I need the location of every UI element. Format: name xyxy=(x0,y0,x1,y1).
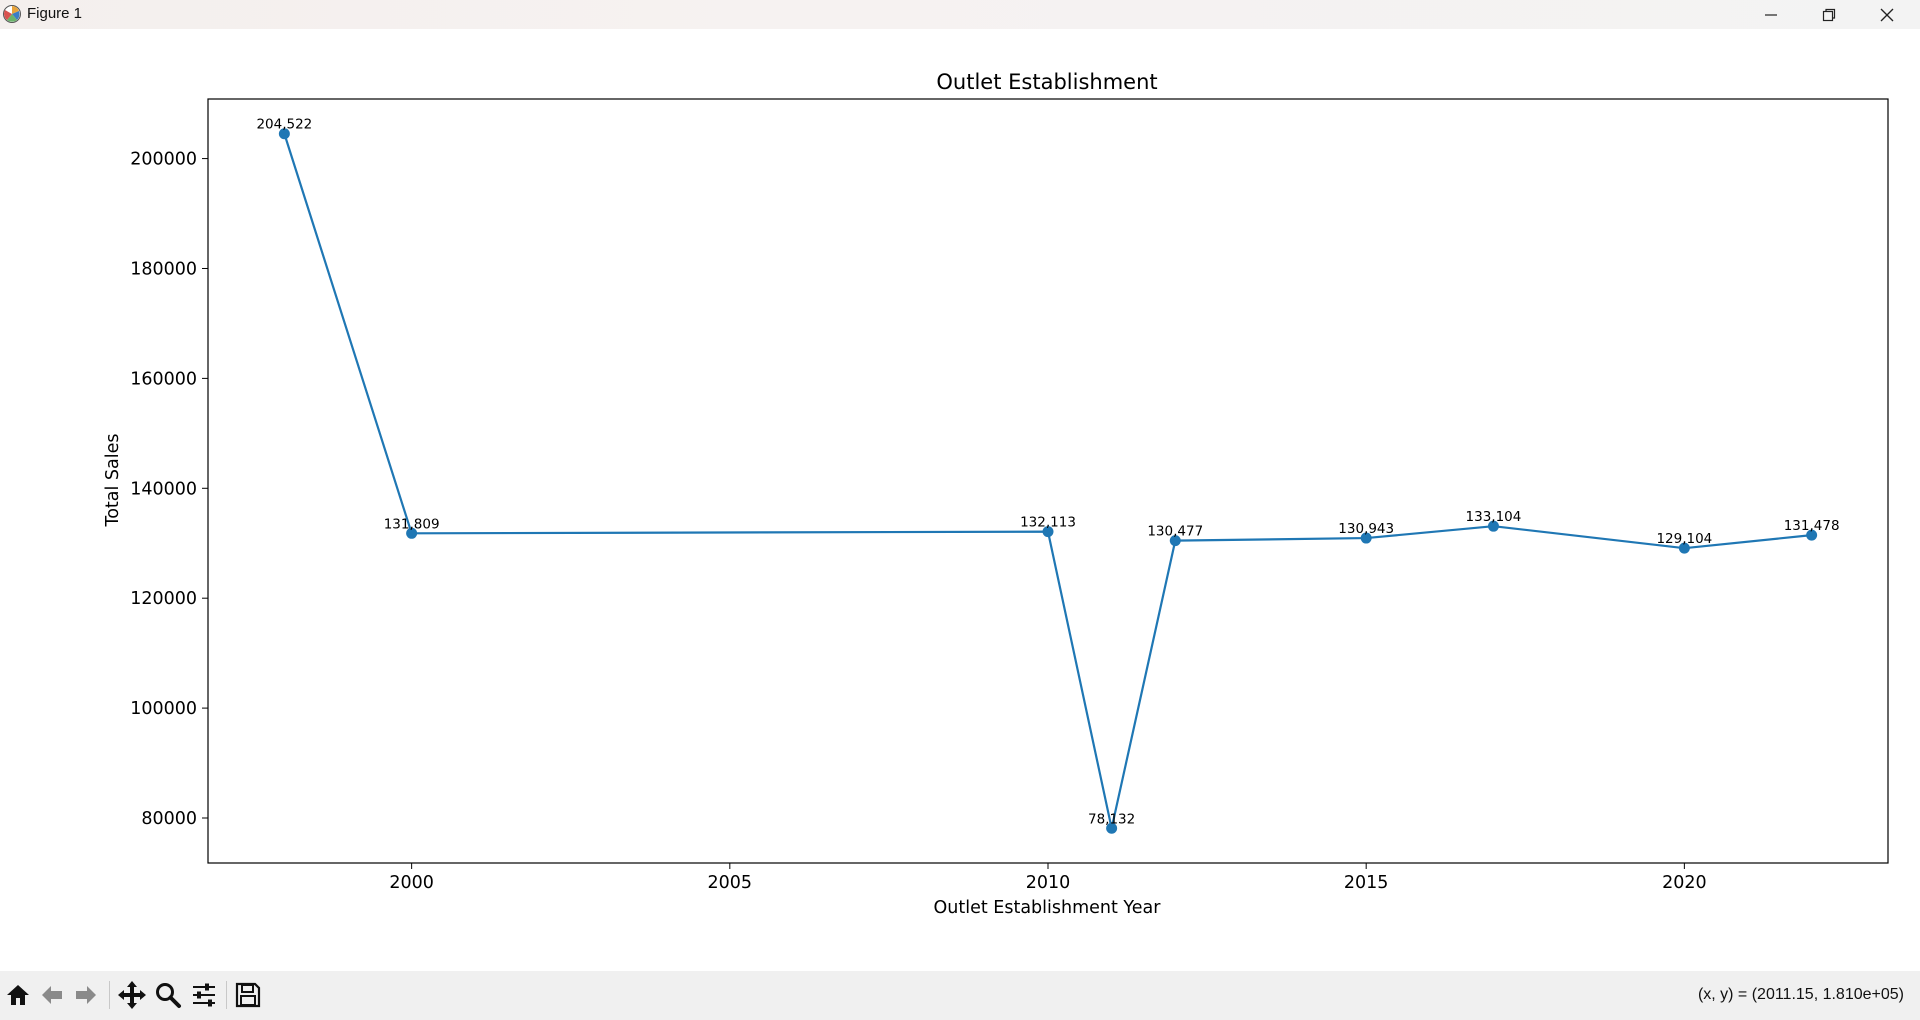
cursor-coordinates: (x, y) = (2011.15, 1.810e+05) xyxy=(1697,986,1904,1003)
x-axis-label: Outlet Establishment Year xyxy=(934,898,1162,918)
zoom-icon xyxy=(156,983,181,1008)
x-tick-label: 2015 xyxy=(1344,873,1389,893)
series-line xyxy=(278,128,1818,834)
minimize-button[interactable] xyxy=(1742,0,1800,29)
y-tick-label: 140000 xyxy=(130,479,197,499)
home-icon xyxy=(7,985,29,1005)
configure-subplots-icon xyxy=(193,983,215,1007)
chart-title: Outlet Establishment xyxy=(936,70,1157,94)
data-label: 132,113 xyxy=(1020,515,1076,531)
back-arrow-icon xyxy=(42,986,62,1004)
save-icon xyxy=(235,982,261,1008)
window-title: Figure 1 xyxy=(27,5,83,22)
line-chart: Outlet Establishment 2000 2005 2010 2015 202… xyxy=(103,70,1889,918)
title-bar: Figure 1 xyxy=(0,0,1920,29)
data-label: 133,104 xyxy=(1466,509,1522,525)
x-tick-label: 2005 xyxy=(708,873,753,893)
figure-canvas[interactable]: Outlet Establishment 2000 2005 2010 2015 202… xyxy=(0,29,1920,971)
data-label: 129,104 xyxy=(1656,531,1712,547)
data-label: 131,809 xyxy=(384,516,440,532)
data-label: 204,522 xyxy=(256,117,312,133)
data-point xyxy=(406,527,418,539)
pan-button[interactable] xyxy=(116,979,148,1011)
restore-button[interactable] xyxy=(1800,0,1858,29)
minimize-icon xyxy=(1765,13,1777,16)
axes: 2000 2005 2010 2015 2020 80000 100000 120000 140… xyxy=(130,98,1889,893)
close-icon xyxy=(1880,8,1894,21)
data-point xyxy=(1806,529,1818,541)
x-tick-label: 2020 xyxy=(1662,873,1707,893)
forward-arrow-icon xyxy=(76,986,96,1004)
zoom-button[interactable] xyxy=(152,979,184,1011)
y-tick-label: 120000 xyxy=(130,589,197,609)
x-tick-label: 2000 xyxy=(389,873,434,893)
data-point xyxy=(1042,526,1054,538)
toolbar-separator xyxy=(109,981,110,1009)
y-tick-label: 100000 xyxy=(130,699,197,719)
restore-icon xyxy=(1822,8,1836,21)
x-tick-label: 2010 xyxy=(1026,873,1071,893)
data-point xyxy=(1678,542,1690,554)
y-tick-label: 80000 xyxy=(141,809,197,829)
data-label: 131,478 xyxy=(1784,518,1840,534)
home-button[interactable] xyxy=(2,979,34,1011)
y-tick-label: 160000 xyxy=(130,369,197,389)
matplotlib-logo-icon xyxy=(3,5,21,23)
close-button[interactable] xyxy=(1858,0,1916,29)
data-point xyxy=(1169,535,1181,547)
back-button[interactable] xyxy=(36,979,68,1011)
series-path xyxy=(283,133,1812,829)
y-axis-label: Total Sales xyxy=(103,433,123,527)
y-tick-label: 180000 xyxy=(130,259,197,279)
save-button[interactable] xyxy=(232,979,264,1011)
pan-icon xyxy=(118,981,146,1009)
data-point xyxy=(278,128,290,140)
configure-subplots-button[interactable] xyxy=(188,979,220,1011)
data-point xyxy=(1106,822,1118,834)
data-label: 78,132 xyxy=(1088,811,1135,827)
data-label: 130,477 xyxy=(1147,524,1203,540)
data-point xyxy=(1360,532,1372,544)
plot-frame xyxy=(207,98,1889,864)
toolbar-separator xyxy=(226,981,227,1009)
y-tick-label: 200000 xyxy=(130,150,197,170)
data-labels: 204,522 131,809 132,113 78,132 130,477 130,94… xyxy=(256,117,1839,828)
data-label: 130,943 xyxy=(1338,521,1394,537)
data-point xyxy=(1487,520,1499,532)
forward-button[interactable] xyxy=(70,979,102,1011)
navigation-toolbar: (x, y) = (2011.15, 1.810e+05) xyxy=(0,971,1920,1020)
